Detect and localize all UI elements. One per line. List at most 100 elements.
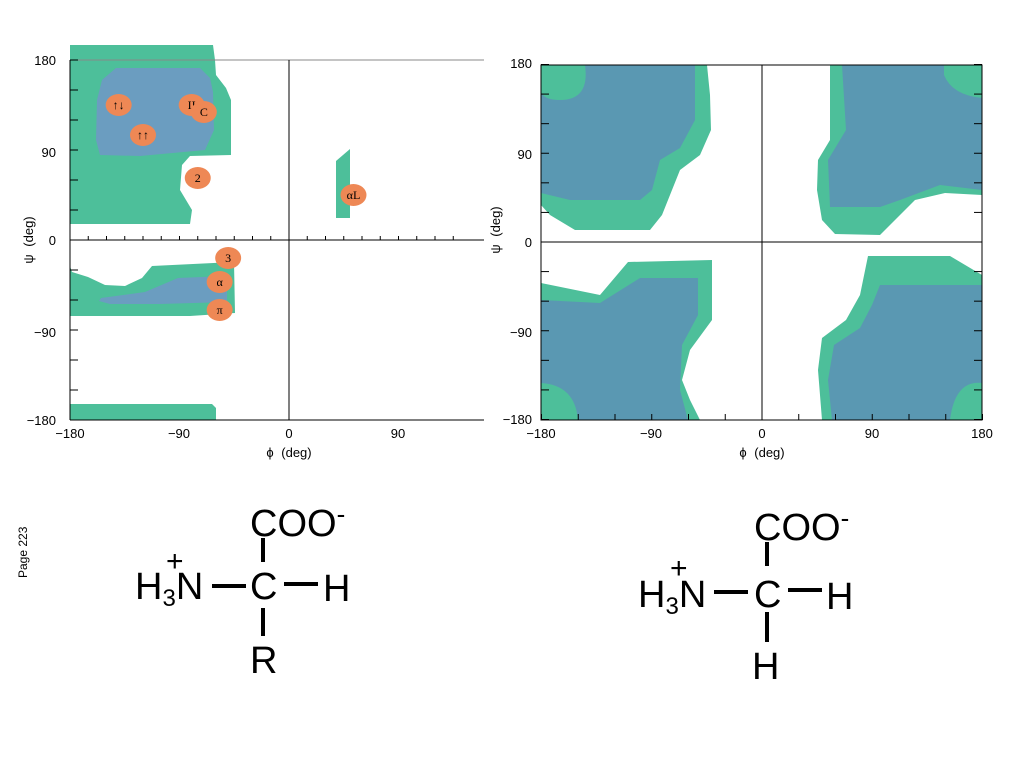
bottom-left-inner-region [541,278,698,420]
y-tick-label: −180 [27,413,56,428]
glycine-side-hydrogen: H [752,646,780,688]
allowed-regions-right [541,65,982,420]
bond-left [714,590,748,594]
marker-badge [190,101,217,123]
alpha-hydrogen: H [323,568,351,610]
y-tick-label: 180 [510,56,532,71]
amino-subscript: 3 [162,585,176,612]
amino-h-label: H [638,574,666,616]
carboxylate-label: COO [754,507,841,549]
x-axis-label: ϕ (deg) [739,445,784,460]
ticks-left [69,59,454,421]
x-tick-label: 180 [971,426,993,441]
bond-left [212,584,246,588]
conformation-marker: αL [340,184,367,206]
bond-bottom [261,608,265,636]
alpha-left-region [336,149,350,218]
y-tick-label: −90 [510,325,532,340]
bond-right [284,582,318,586]
x-axis-label: ϕ (deg) [266,445,311,460]
y-tick-label: −90 [34,325,56,340]
marker-label: C [200,105,208,119]
y-tick-label: 180 [34,53,56,68]
top-left-corner-region [541,65,586,100]
amino-n-label: N [175,566,204,608]
bond-right [788,588,822,592]
amino-charge: + [166,545,184,578]
x-tick-label: −180 [55,426,84,441]
x-axis-unit: (deg) [281,445,311,460]
x-tick-label: 0 [758,426,765,441]
y-axis-symbol: ψ [21,254,36,263]
bottom-left-corner-region [541,383,578,420]
carboxylate-group: COO - [250,501,345,545]
marker-label: α [217,275,224,289]
y-tick-label: 90 [518,147,532,162]
conformation-marker: ↑↓ [105,94,132,116]
conformation-marker: 2 [184,167,211,189]
markers-left: ↑↓ II C ↑↑ 2 αL 3απ [105,94,367,321]
top-left-inner-region [541,65,695,200]
alpha-inner-region [99,276,227,304]
conformation-marker: 3 [215,247,242,269]
y-tick-label: −180 [503,412,532,427]
marker-label: ↑↑ [137,128,149,142]
amino-group: H3N [135,566,204,611]
carboxylate-charge: - [840,503,850,533]
tick-labels-left: −180 −90 0 90 180 90 0 −90 −180 [27,53,406,441]
amino-group: H3N [638,574,707,619]
marker-label: ↑↓ [113,98,125,112]
marker-label: 2 [195,171,201,185]
bond-top [261,538,265,562]
x-axis-unit: (deg) [754,445,784,460]
alpha-hydrogen: H [826,576,854,618]
marker-badge [184,167,211,189]
marker-badge [206,271,233,293]
y-tick-label: 90 [42,145,56,160]
y-tick-label: 0 [525,235,532,250]
y-axis-unit: (deg) [21,216,36,246]
amino-n-label: N [678,574,707,616]
bottom-right-corner-region [950,382,982,420]
amino-h-label: H [135,566,163,608]
marker-label: π [217,303,223,317]
carboxylate-label: COO [250,503,337,545]
marker-badge [215,247,242,269]
marker-badge [340,184,367,206]
marker-label: αL [347,188,361,202]
conformation-marker: π [206,299,233,321]
x-axis-symbol: ϕ [266,445,273,460]
alpha-carbon: C [250,566,278,608]
marker-badge [130,124,156,146]
y-axis-unit: (deg) [488,206,503,236]
x-tick-label: 90 [391,426,405,441]
beta-inner-region [96,68,214,156]
ramachandran-plot-right: −180 −90 0 90 180 180 90 0 −90 −180 ϕ (d… [488,56,993,460]
bond-top [765,542,769,566]
amino-subscript: 3 [665,593,679,620]
bottom-right-inner-region [828,285,982,420]
alpha-carbon: C [754,574,782,616]
ramachandran-plot-left: ↑↓ II C ↑↑ 2 αL 3απ −180 −90 0 90 180 90 0 −90… [21,45,484,460]
x-tick-label: −90 [168,426,190,441]
y-axis-symbol: ψ [488,244,503,253]
carboxylate-group: COO - [754,505,849,549]
tick-labels-right: −180 −90 0 90 180 180 90 0 −90 −180 [503,56,993,441]
ramachandran-plots: ↑↓ II C ↑↑ 2 αL 3απ −180 −90 0 90 180 90 0 −90… [21,45,993,460]
top-right-corner-region [944,65,982,98]
side-chain-r: R [250,640,278,682]
x-tick-label: −90 [640,426,662,441]
x-tick-label: 90 [865,426,879,441]
carboxylate-charge: - [336,499,346,529]
page-label: Page 223 [16,526,30,578]
marker-label: 3 [225,251,231,265]
y-tick-label: 0 [49,233,56,248]
conformation-marker: ↑↑ [130,124,156,146]
marker-badge [206,299,233,321]
conformation-marker: α [206,271,233,293]
amino-charge: + [670,552,688,585]
x-tick-label: 0 [285,426,292,441]
y-axis-label: ψ (deg) [488,206,503,253]
bond-bottom [765,612,769,642]
marker-label: II [188,98,196,112]
